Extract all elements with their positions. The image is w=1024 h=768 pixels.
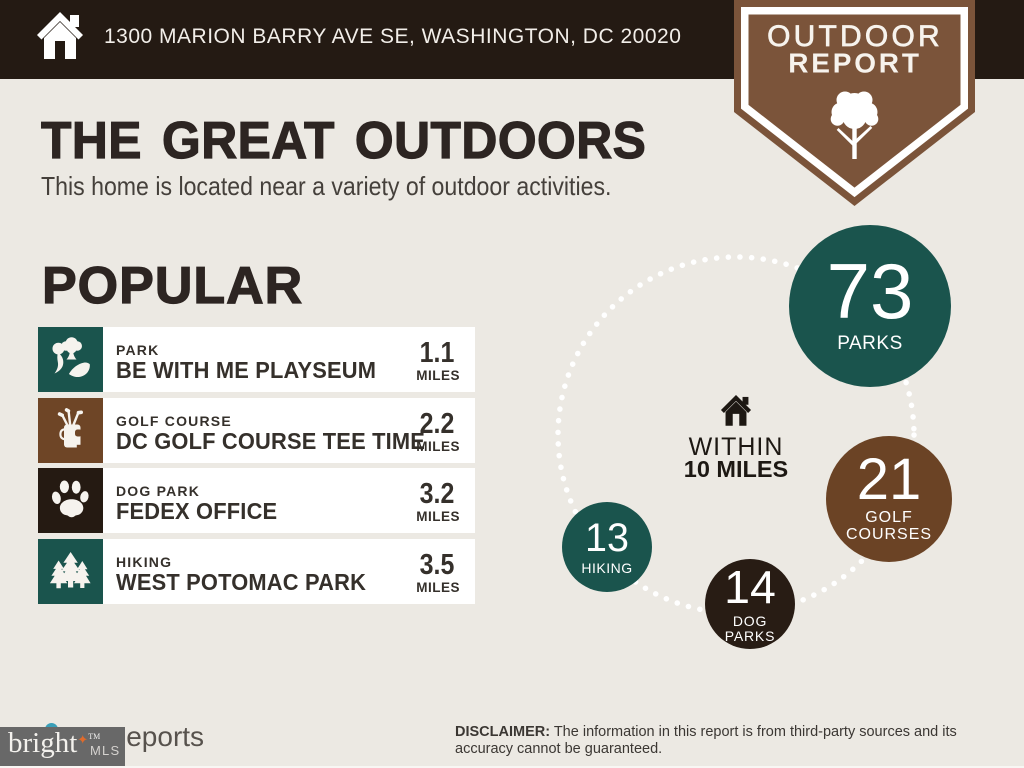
svg-text:REPORT: REPORT [788, 48, 921, 79]
svg-text:OUTDOOR: OUTDOOR [767, 20, 943, 53]
